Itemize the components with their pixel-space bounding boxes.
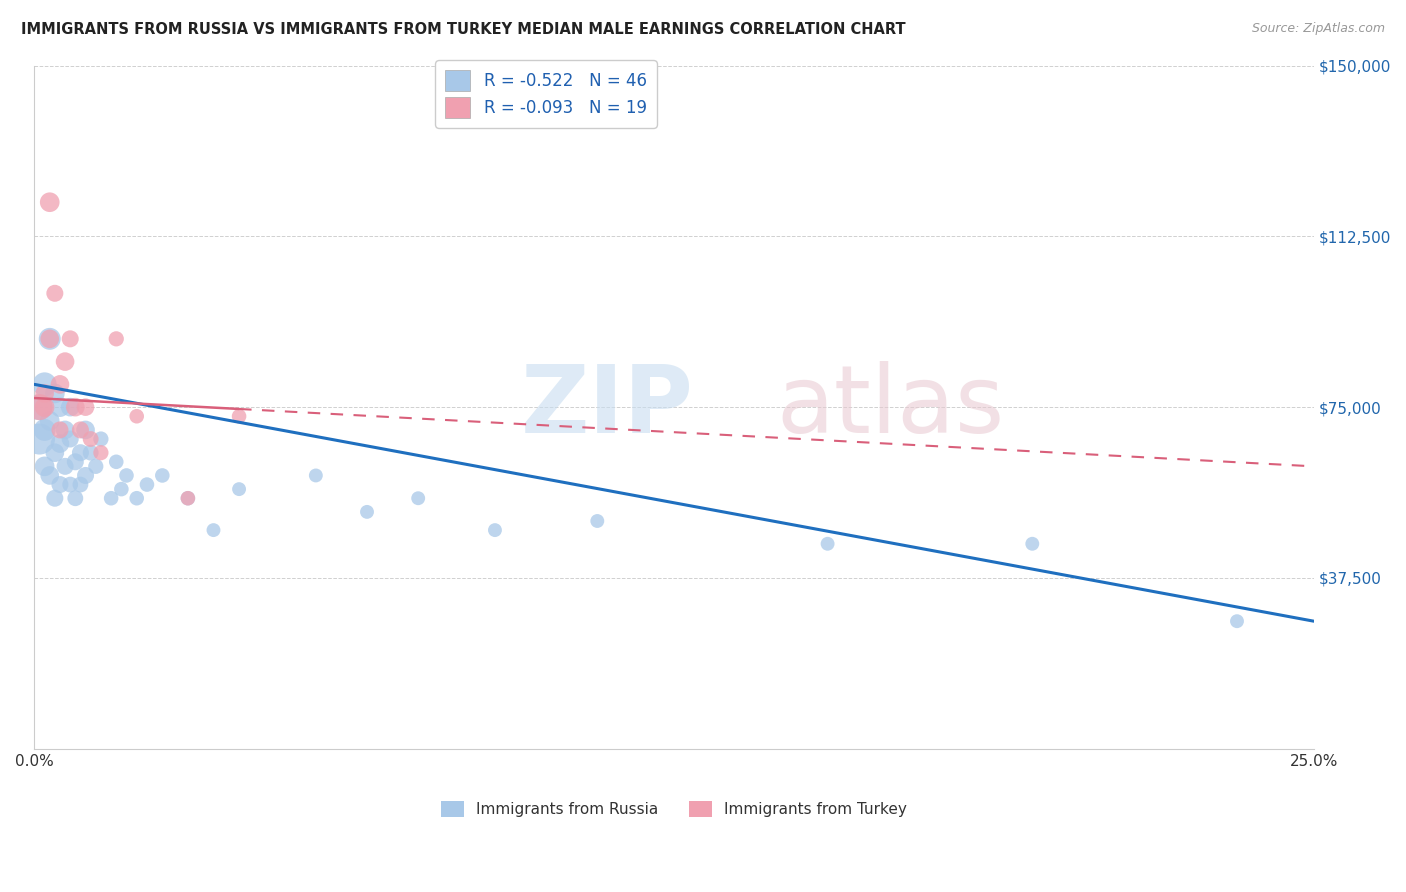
Text: atlas: atlas [776, 361, 1005, 453]
Point [228, 409, 250, 424]
Text: Source: ZipAtlas.com: Source: ZipAtlas.com [1251, 22, 1385, 36]
Point [38, 195, 60, 210]
Point [28, 400, 51, 414]
Point [34, 386, 56, 401]
Point [75, 400, 97, 414]
Point [38, 468, 60, 483]
Point [406, 491, 429, 506]
Point [44, 286, 66, 301]
Point [59, 477, 82, 491]
Point [136, 477, 159, 491]
Point [817, 537, 839, 551]
Point [59, 332, 82, 346]
Point [228, 482, 250, 496]
Point [356, 505, 378, 519]
Point [177, 491, 200, 506]
Point [84, 459, 107, 474]
Point [125, 409, 148, 424]
Point [75, 423, 97, 437]
Legend: Immigrants from Russia, Immigrants from Turkey: Immigrants from Russia, Immigrants from … [434, 795, 912, 823]
Point [38, 414, 60, 428]
Point [53, 459, 76, 474]
Point [44, 445, 66, 459]
Point [59, 432, 82, 446]
Point [586, 514, 609, 528]
Point [69, 423, 91, 437]
Point [49, 423, 72, 437]
Text: ZIP: ZIP [520, 361, 693, 453]
Point [202, 523, 225, 537]
Point [69, 477, 91, 491]
Point [105, 455, 128, 469]
Point [125, 491, 148, 506]
Point [53, 354, 76, 368]
Point [44, 491, 66, 506]
Point [34, 423, 56, 437]
Point [75, 468, 97, 483]
Point [65, 491, 87, 506]
Point [59, 400, 82, 414]
Point [65, 400, 87, 414]
Point [28, 432, 51, 446]
Point [90, 445, 112, 459]
Point [34, 459, 56, 474]
Point [305, 468, 328, 483]
Point [110, 482, 132, 496]
Point [49, 436, 72, 450]
Point [115, 468, 138, 483]
Point [38, 332, 60, 346]
Point [100, 491, 122, 506]
Point [44, 386, 66, 401]
Point [484, 523, 506, 537]
Point [49, 377, 72, 392]
Point [79, 445, 101, 459]
Point [150, 468, 173, 483]
Point [34, 377, 56, 392]
Point [34, 400, 56, 414]
Point [79, 432, 101, 446]
Point [65, 455, 87, 469]
Point [90, 432, 112, 446]
Point [105, 332, 128, 346]
Point [28, 400, 51, 414]
Point [1226, 614, 1249, 628]
Text: IMMIGRANTS FROM RUSSIA VS IMMIGRANTS FROM TURKEY MEDIAN MALE EARNINGS CORRELATIO: IMMIGRANTS FROM RUSSIA VS IMMIGRANTS FRO… [21, 22, 905, 37]
Point [49, 400, 72, 414]
Point [53, 423, 76, 437]
Point [177, 491, 200, 506]
Point [1021, 537, 1043, 551]
Point [38, 332, 60, 346]
Point [69, 445, 91, 459]
Point [49, 477, 72, 491]
